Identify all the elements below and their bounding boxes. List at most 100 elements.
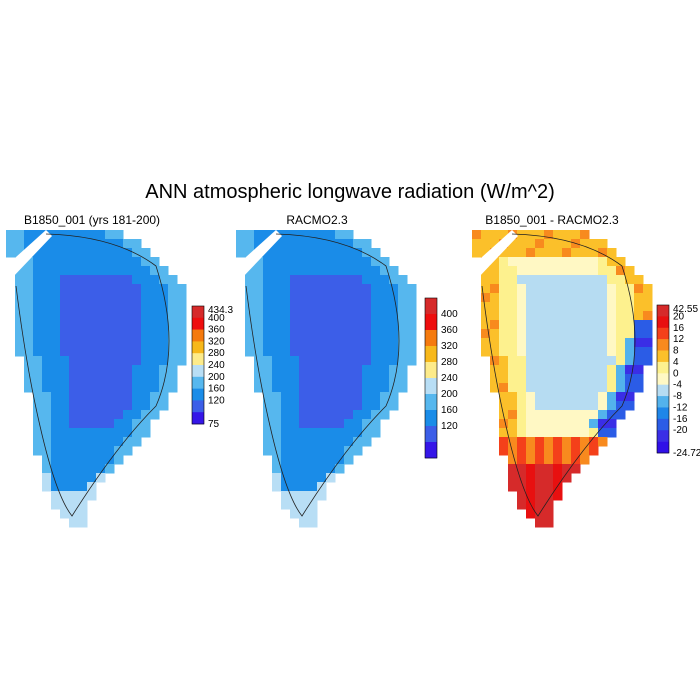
map-cell (580, 410, 590, 420)
map-cell (353, 329, 363, 339)
map-cell (245, 266, 255, 276)
map-cell (60, 410, 70, 420)
map-cell (499, 266, 509, 276)
map-cell (535, 455, 545, 465)
map-cell (344, 401, 354, 411)
map-cell (150, 329, 160, 339)
map-cell (132, 356, 142, 366)
map-cell (51, 464, 61, 474)
map-cell (517, 446, 527, 456)
map-cell (317, 383, 327, 393)
map-cell (526, 464, 536, 474)
map-cell (535, 365, 545, 375)
map-cell (616, 401, 626, 411)
map-cell (517, 455, 527, 465)
map-cell (299, 437, 309, 447)
map-cell (69, 464, 79, 474)
map-cell (353, 356, 363, 366)
map-cell (553, 302, 563, 312)
map-cell (380, 347, 390, 357)
map-cell (60, 455, 70, 465)
map-cell (389, 311, 399, 321)
map-cell (159, 302, 169, 312)
map-cell (380, 410, 390, 420)
map-cell (69, 419, 79, 429)
map-cell (96, 428, 106, 438)
map-cell (571, 464, 581, 474)
map-cell (335, 275, 345, 285)
map-cell (499, 428, 509, 438)
map-cell (299, 248, 309, 258)
map-cell (317, 230, 327, 240)
map-cell (517, 383, 527, 393)
map-cell (69, 455, 79, 465)
map-cell (607, 284, 617, 294)
map-cell (150, 311, 160, 321)
map-cell (24, 266, 34, 276)
colorbar-swatch (657, 407, 669, 420)
colorbar-swatch (425, 346, 437, 363)
map-cell (290, 365, 300, 375)
map-cell (517, 401, 527, 411)
map-cell (168, 302, 178, 312)
map-cell (272, 302, 282, 312)
map-cell (317, 437, 327, 447)
map-cell (481, 293, 491, 303)
map-cell (317, 410, 327, 420)
map-cell (344, 365, 354, 375)
map-cell (60, 428, 70, 438)
map-cell (517, 473, 527, 483)
map-cell (335, 464, 345, 474)
map-cell (481, 320, 491, 330)
map-cell (544, 392, 554, 402)
map-cell (60, 356, 70, 366)
map-cell (589, 239, 599, 249)
map-cell (580, 347, 590, 357)
map-cell (168, 383, 178, 393)
map-cell (535, 302, 545, 312)
map-cell (150, 284, 160, 294)
map-cell (123, 383, 133, 393)
colorbar-label: 4 (673, 357, 679, 368)
colorbar-label: 200 (441, 389, 458, 400)
map-cell (308, 509, 318, 519)
map-cell (571, 248, 581, 258)
map-cell (96, 302, 106, 312)
map-cell (51, 293, 61, 303)
map-cell (326, 239, 336, 249)
map-cell (344, 338, 354, 348)
map-cell (562, 311, 572, 321)
colorbar-label: -8 (673, 391, 682, 402)
map-cell (254, 374, 264, 384)
map-cell (526, 284, 536, 294)
map-cell (33, 230, 43, 240)
map-cell (15, 248, 25, 258)
map-cell (24, 239, 34, 249)
map-cell (272, 293, 282, 303)
map-cell (308, 401, 318, 411)
map-cell (263, 428, 273, 438)
map-cell (526, 401, 536, 411)
map-cell (78, 473, 88, 483)
map-cell (371, 302, 381, 312)
map-cell (544, 491, 554, 501)
map-cell (580, 293, 590, 303)
map-cell (362, 374, 372, 384)
map-cell (362, 437, 372, 447)
map-cell (562, 329, 572, 339)
map-cell (132, 311, 142, 321)
map-cell (60, 509, 70, 519)
map-cell (177, 311, 187, 321)
map-cell (580, 338, 590, 348)
map-cell (326, 419, 336, 429)
map-cell (526, 347, 536, 357)
map-cell (299, 374, 309, 384)
map-cell (598, 266, 608, 276)
map-cell (60, 266, 70, 276)
map-cell (141, 329, 151, 339)
map-cell (132, 410, 142, 420)
map-cell (598, 338, 608, 348)
map-cell (33, 311, 43, 321)
map-cell (598, 383, 608, 393)
